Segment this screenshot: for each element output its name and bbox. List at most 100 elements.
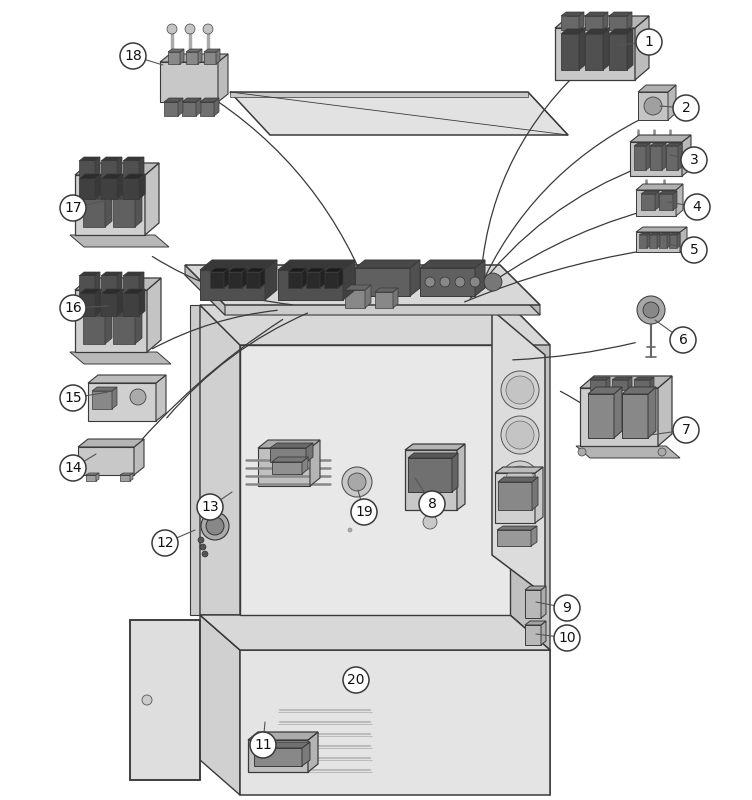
Circle shape — [202, 551, 208, 557]
Polygon shape — [196, 98, 201, 116]
Polygon shape — [609, 16, 627, 30]
Polygon shape — [612, 377, 632, 380]
Polygon shape — [185, 275, 540, 315]
Polygon shape — [228, 272, 242, 288]
Polygon shape — [638, 85, 676, 92]
Circle shape — [554, 595, 580, 621]
Circle shape — [658, 448, 666, 456]
Polygon shape — [355, 260, 420, 268]
Circle shape — [501, 371, 539, 409]
Polygon shape — [500, 265, 540, 315]
Polygon shape — [495, 467, 543, 473]
Circle shape — [637, 296, 665, 324]
Circle shape — [506, 376, 534, 404]
Circle shape — [348, 478, 352, 482]
Circle shape — [419, 491, 445, 517]
Polygon shape — [588, 394, 614, 438]
Polygon shape — [75, 163, 159, 175]
Text: 13: 13 — [202, 500, 219, 514]
Circle shape — [152, 530, 178, 556]
Polygon shape — [139, 174, 145, 199]
Polygon shape — [667, 233, 670, 248]
Polygon shape — [79, 179, 95, 199]
Polygon shape — [525, 590, 541, 618]
Circle shape — [470, 277, 480, 287]
Polygon shape — [365, 285, 371, 308]
Polygon shape — [200, 270, 265, 300]
Text: 5: 5 — [690, 243, 699, 257]
Polygon shape — [510, 305, 550, 650]
Text: 17: 17 — [64, 201, 82, 215]
Polygon shape — [561, 29, 585, 34]
Polygon shape — [240, 650, 550, 795]
Polygon shape — [164, 102, 178, 116]
Polygon shape — [200, 615, 550, 650]
Polygon shape — [650, 377, 654, 390]
Polygon shape — [627, 12, 632, 30]
Polygon shape — [79, 161, 95, 177]
Polygon shape — [113, 199, 135, 227]
Polygon shape — [240, 345, 510, 615]
Polygon shape — [270, 443, 313, 448]
Polygon shape — [190, 305, 200, 615]
Circle shape — [60, 195, 86, 221]
Circle shape — [506, 466, 534, 494]
Text: 4: 4 — [693, 200, 702, 214]
Polygon shape — [668, 85, 676, 120]
Circle shape — [185, 24, 195, 34]
Polygon shape — [288, 268, 307, 272]
Polygon shape — [75, 175, 145, 235]
Circle shape — [455, 277, 465, 287]
Polygon shape — [638, 92, 668, 120]
Polygon shape — [79, 289, 101, 294]
Polygon shape — [185, 265, 225, 315]
Circle shape — [60, 385, 86, 411]
Circle shape — [203, 24, 213, 34]
Polygon shape — [302, 742, 310, 766]
Circle shape — [250, 732, 276, 758]
Polygon shape — [79, 157, 100, 161]
Polygon shape — [101, 157, 122, 161]
Text: 9: 9 — [562, 601, 572, 615]
Circle shape — [343, 667, 369, 693]
Polygon shape — [475, 260, 485, 296]
Polygon shape — [123, 174, 145, 179]
Polygon shape — [603, 12, 608, 30]
Polygon shape — [101, 272, 122, 276]
Polygon shape — [666, 146, 678, 170]
Polygon shape — [636, 232, 680, 252]
Polygon shape — [628, 377, 632, 390]
Polygon shape — [630, 135, 691, 142]
Polygon shape — [86, 473, 99, 475]
Polygon shape — [117, 272, 122, 292]
Polygon shape — [180, 49, 184, 64]
Polygon shape — [498, 477, 538, 482]
Polygon shape — [160, 54, 228, 62]
Polygon shape — [248, 740, 308, 772]
Circle shape — [142, 695, 152, 705]
Text: 1: 1 — [644, 35, 653, 49]
Polygon shape — [70, 235, 169, 247]
Polygon shape — [532, 477, 538, 510]
Polygon shape — [648, 387, 656, 438]
Polygon shape — [210, 268, 229, 272]
Polygon shape — [639, 235, 647, 248]
Polygon shape — [634, 380, 650, 390]
Circle shape — [351, 499, 377, 525]
Polygon shape — [200, 98, 219, 102]
Polygon shape — [531, 526, 537, 546]
Polygon shape — [308, 732, 318, 772]
Circle shape — [501, 416, 539, 454]
Polygon shape — [525, 621, 546, 625]
Polygon shape — [408, 453, 458, 458]
Polygon shape — [306, 443, 313, 462]
Polygon shape — [561, 12, 584, 16]
Polygon shape — [242, 268, 247, 288]
Text: 16: 16 — [64, 301, 82, 315]
Polygon shape — [338, 268, 343, 288]
Polygon shape — [452, 453, 458, 492]
Circle shape — [198, 537, 204, 543]
Polygon shape — [585, 29, 609, 34]
Polygon shape — [254, 742, 310, 748]
Polygon shape — [302, 457, 308, 474]
